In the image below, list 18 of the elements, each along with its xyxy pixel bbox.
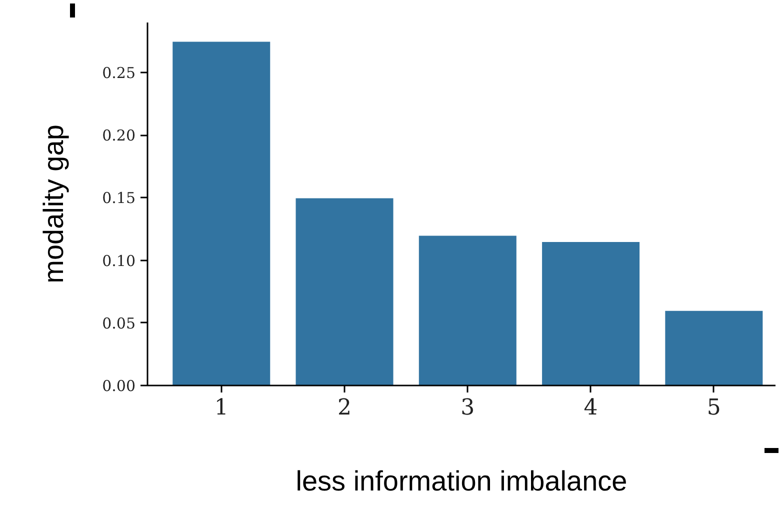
bar xyxy=(541,241,641,386)
x-axis-title: less information imbalance xyxy=(296,466,628,496)
x-tick-label: 4 xyxy=(584,396,598,420)
y-axis-title: modality gap xyxy=(38,124,70,284)
bar xyxy=(172,40,272,386)
y-tick-label: 0.05 xyxy=(102,314,136,332)
bar xyxy=(294,197,394,386)
y-tick-label: 0.20 xyxy=(102,126,136,145)
y-tick-label: 0.10 xyxy=(102,252,136,270)
bar xyxy=(418,234,518,386)
y-tick-label: 0.25 xyxy=(102,64,136,82)
y-tick-label: 0.15 xyxy=(102,189,136,208)
bar xyxy=(664,310,764,386)
y-tick-label: 0.00 xyxy=(102,377,136,395)
x-tick-label: 5 xyxy=(706,396,721,420)
x-tick-label: 1 xyxy=(214,396,228,420)
x-tick-label: 3 xyxy=(460,396,475,420)
x-tick-label: 2 xyxy=(338,396,352,420)
